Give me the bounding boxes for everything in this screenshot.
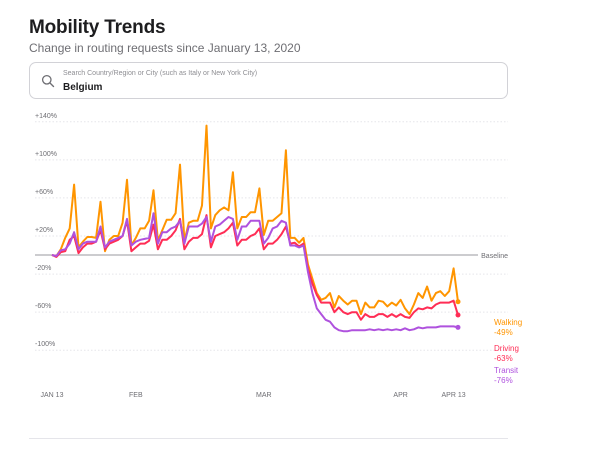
mobility-line-chart: +140% +100% +60% +20% -20% -60% -100% Baseline J… (35, 113, 522, 399)
y-tick-label: -60% (35, 303, 51, 310)
y-tick-label: +100% (35, 151, 57, 158)
legend-value-driving: -63% (494, 354, 513, 363)
y-tick-label: +140% (35, 113, 57, 120)
footer-divider (29, 438, 508, 439)
series-line-transit (51, 212, 459, 333)
x-tick-label: APR 13 (442, 392, 466, 399)
series-end-dot-driving (455, 312, 461, 318)
y-tick-label: -100% (35, 341, 55, 348)
x-tick-label: FEB (129, 392, 143, 399)
series-end-dot-transit (455, 324, 461, 330)
search-box[interactable]: Search Country/Region or City (such as I… (29, 62, 508, 99)
y-tick-label: +60% (35, 189, 53, 196)
page-subtitle: Change in routing requests since January… (29, 41, 301, 55)
legend-value-walking: -49% (494, 328, 513, 337)
x-tick-label: MAR (256, 392, 272, 399)
series-line-walking (51, 124, 459, 316)
search-placeholder: Search Country/Region or City (such as I… (63, 70, 258, 77)
search-input[interactable]: Belgium (63, 82, 103, 93)
y-tick-label: -20% (35, 265, 51, 272)
baseline-label: Baseline (481, 253, 508, 260)
x-tick-label: JAN 13 (41, 392, 64, 399)
legend-value-transit: -76% (494, 376, 513, 385)
y-tick-label: +20% (35, 227, 53, 234)
series-line-driving (51, 214, 459, 321)
legend-name-transit: Transit (494, 366, 519, 375)
legend-name-walking: Walking (494, 318, 522, 327)
x-tick-label: APR (393, 392, 407, 399)
page-title: Mobility Trends (29, 17, 166, 38)
series-end-dot-walking (455, 299, 461, 305)
search-icon (41, 74, 55, 88)
legend-name-driving: Driving (494, 344, 519, 353)
